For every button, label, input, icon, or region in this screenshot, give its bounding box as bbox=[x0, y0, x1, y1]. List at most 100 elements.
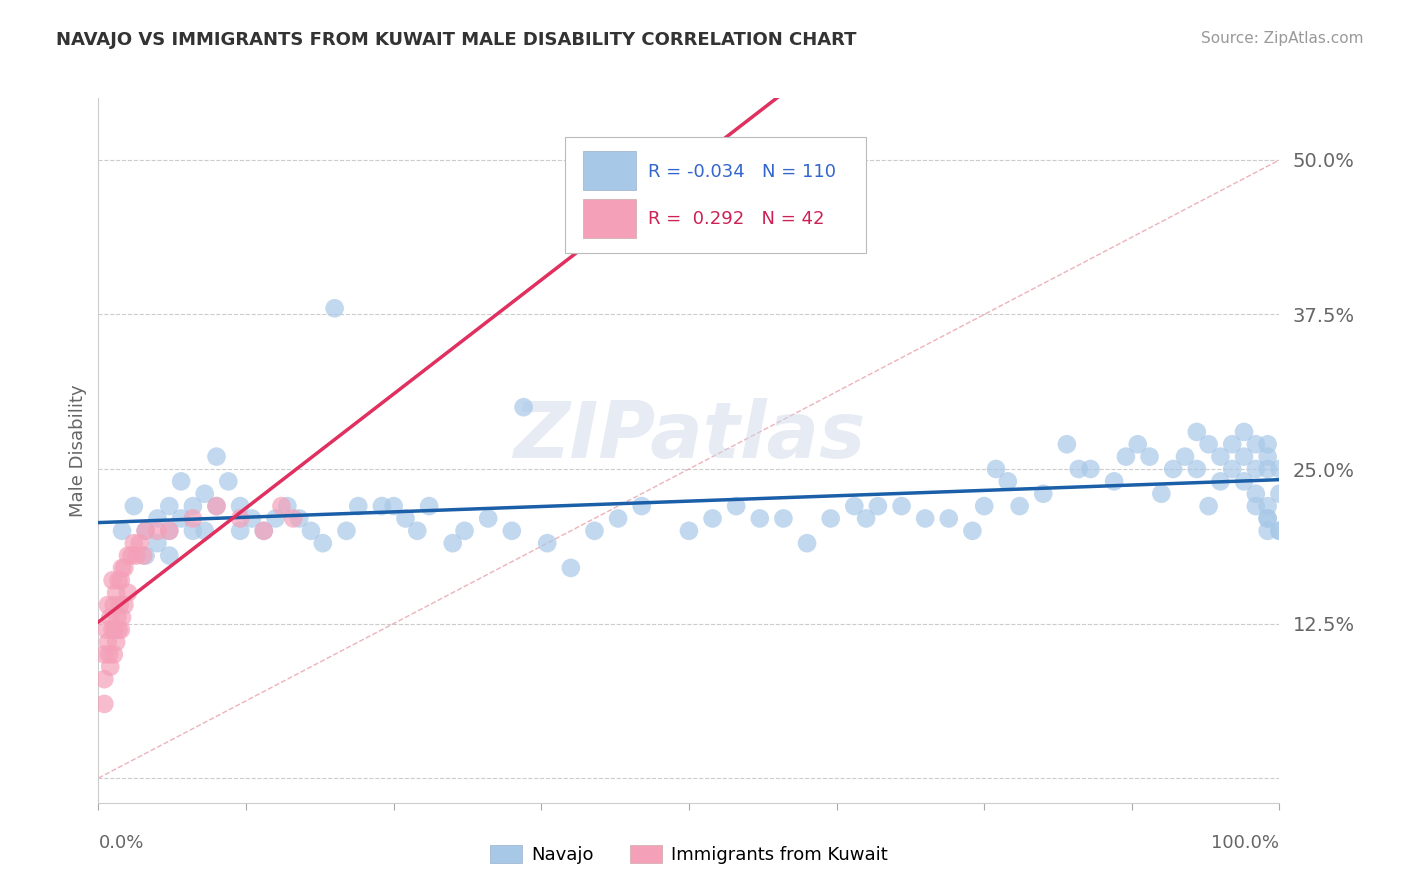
Point bbox=[229, 499, 252, 513]
Point bbox=[122, 536, 145, 550]
Point bbox=[583, 524, 606, 538]
Point bbox=[121, 549, 143, 563]
Point bbox=[253, 524, 276, 538]
Y-axis label: Male Disability: Male Disability bbox=[69, 384, 87, 516]
Point bbox=[1067, 462, 1090, 476]
Point bbox=[725, 499, 748, 513]
Point bbox=[111, 610, 134, 624]
Point bbox=[253, 524, 276, 538]
Text: R =  0.292   N = 42: R = 0.292 N = 42 bbox=[648, 211, 824, 228]
Point bbox=[103, 598, 125, 612]
Point bbox=[938, 511, 960, 525]
Point bbox=[103, 648, 125, 662]
Point bbox=[96, 623, 118, 637]
Point bbox=[194, 524, 217, 538]
Point bbox=[536, 536, 558, 550]
Point bbox=[1139, 450, 1161, 464]
Point bbox=[844, 499, 866, 513]
Point bbox=[117, 585, 139, 599]
Point bbox=[97, 598, 120, 612]
Point bbox=[702, 511, 724, 525]
Point bbox=[1126, 437, 1149, 451]
Point bbox=[796, 536, 818, 550]
Point bbox=[962, 524, 984, 538]
Point bbox=[93, 672, 115, 686]
Point bbox=[1080, 462, 1102, 476]
Point bbox=[132, 549, 155, 563]
Point bbox=[105, 585, 128, 599]
FancyBboxPatch shape bbox=[565, 136, 866, 253]
Point bbox=[1220, 462, 1243, 476]
Point bbox=[135, 549, 157, 563]
Point bbox=[820, 511, 842, 525]
Point bbox=[1233, 425, 1256, 439]
Point bbox=[1244, 487, 1267, 501]
Point bbox=[98, 660, 121, 674]
Point bbox=[890, 499, 912, 513]
Point bbox=[1198, 499, 1220, 513]
Text: Source: ZipAtlas.com: Source: ZipAtlas.com bbox=[1201, 31, 1364, 46]
Point bbox=[1244, 499, 1267, 513]
Point bbox=[855, 511, 877, 525]
Point bbox=[418, 499, 440, 513]
Point bbox=[205, 450, 228, 464]
Text: ZIPatlas: ZIPatlas bbox=[513, 399, 865, 475]
Point bbox=[104, 623, 127, 637]
Point bbox=[748, 511, 770, 525]
Point bbox=[270, 499, 292, 513]
Point bbox=[288, 511, 311, 525]
Point bbox=[98, 610, 121, 624]
Point bbox=[276, 499, 298, 513]
Point bbox=[125, 549, 148, 563]
Point bbox=[111, 524, 134, 538]
Point bbox=[107, 623, 129, 637]
Point bbox=[1185, 462, 1208, 476]
Point bbox=[312, 536, 335, 550]
Point bbox=[512, 400, 534, 414]
Point bbox=[146, 536, 169, 550]
Point bbox=[194, 487, 217, 501]
Point bbox=[1102, 475, 1125, 489]
Point bbox=[1268, 524, 1291, 538]
Point bbox=[501, 524, 523, 538]
Point bbox=[107, 574, 129, 588]
Point bbox=[1161, 462, 1184, 476]
Point bbox=[157, 549, 180, 563]
Point bbox=[117, 549, 139, 563]
Point bbox=[973, 499, 995, 513]
Point bbox=[406, 524, 429, 538]
Point bbox=[98, 648, 121, 662]
Point bbox=[441, 536, 464, 550]
Point bbox=[1233, 450, 1256, 464]
Point bbox=[1244, 462, 1267, 476]
Point bbox=[1185, 425, 1208, 439]
Point bbox=[146, 511, 169, 525]
Point bbox=[128, 536, 150, 550]
Point bbox=[170, 475, 193, 489]
Point bbox=[1244, 437, 1267, 451]
Point bbox=[181, 524, 204, 538]
Point bbox=[205, 499, 228, 513]
Point bbox=[1257, 524, 1279, 538]
Point bbox=[1150, 487, 1173, 501]
Point bbox=[630, 499, 652, 513]
Point bbox=[678, 524, 700, 538]
Text: 0.0%: 0.0% bbox=[98, 834, 143, 852]
Point bbox=[382, 499, 405, 513]
Point bbox=[108, 598, 131, 612]
Point bbox=[1008, 499, 1031, 513]
Point bbox=[1257, 511, 1279, 525]
Point bbox=[772, 511, 794, 525]
Point bbox=[607, 511, 630, 525]
Text: 100.0%: 100.0% bbox=[1212, 834, 1279, 852]
Point bbox=[112, 561, 135, 575]
Point bbox=[1220, 437, 1243, 451]
Point bbox=[1257, 450, 1279, 464]
Point bbox=[323, 301, 346, 316]
Text: NAVAJO VS IMMIGRANTS FROM KUWAIT MALE DISABILITY CORRELATION CHART: NAVAJO VS IMMIGRANTS FROM KUWAIT MALE DI… bbox=[56, 31, 856, 49]
Point bbox=[110, 574, 132, 588]
Point bbox=[1257, 462, 1279, 476]
Point bbox=[453, 524, 475, 538]
Point bbox=[1209, 450, 1232, 464]
Point bbox=[181, 511, 204, 525]
